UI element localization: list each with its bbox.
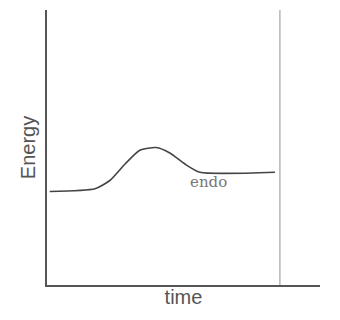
svg-text:Energy: Energy (17, 116, 39, 179)
svg-text:time: time (165, 286, 203, 308)
svg-text:endo: endo (190, 173, 227, 191)
